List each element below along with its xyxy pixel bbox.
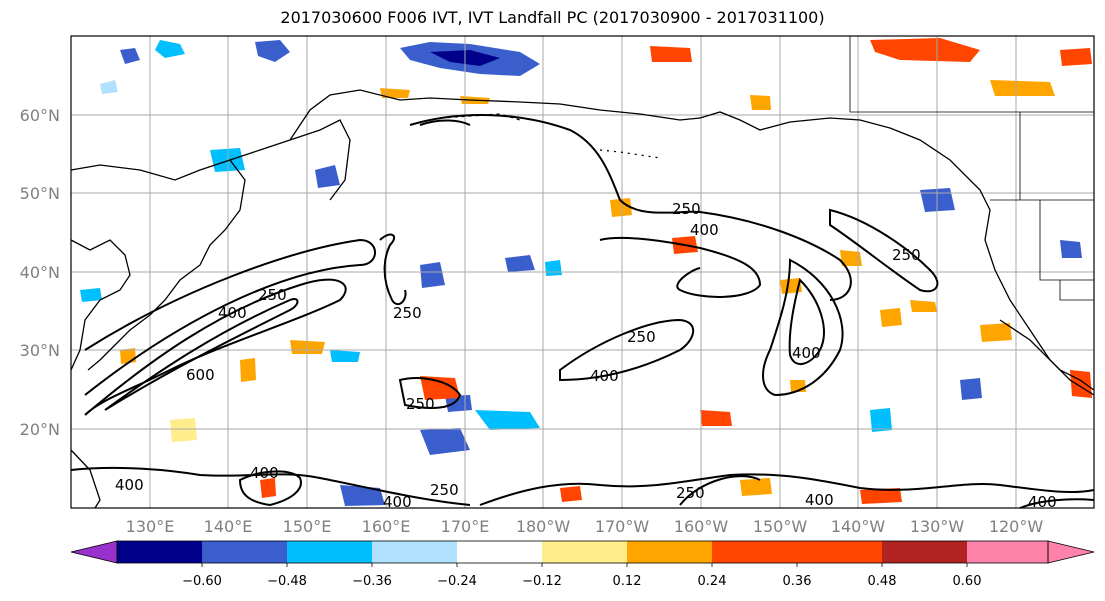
colorbar-segment xyxy=(202,541,288,563)
contour-label: 250 xyxy=(406,395,435,413)
colorbar-segment xyxy=(712,541,798,563)
lon-label: 170°W xyxy=(595,517,650,536)
contour-label: 250 xyxy=(892,246,921,264)
colorbar-tick-label: 0.12 xyxy=(613,574,642,589)
contour-label: 400 xyxy=(1028,493,1057,511)
contour-label: 400 xyxy=(805,491,834,509)
contour-label: 400 xyxy=(690,221,719,239)
contour-label: 250 xyxy=(393,304,422,322)
colorbar-tick-label: −0.12 xyxy=(522,574,562,589)
colorbar-tick-label: 0.48 xyxy=(868,574,897,589)
lat-label: 40°N xyxy=(20,263,60,282)
contour-label: 250 xyxy=(676,484,705,502)
contour-label: 400 xyxy=(590,367,619,385)
contour-label: 400 xyxy=(218,304,247,322)
contour-label: 600 xyxy=(186,366,215,384)
ivt-contours xyxy=(70,113,1095,509)
colorbar-segment xyxy=(117,541,203,563)
colorbar-segment xyxy=(372,541,458,563)
lat-label: 20°N xyxy=(20,420,60,439)
contour-label: 400 xyxy=(383,493,412,511)
colorbar-segment xyxy=(967,541,1048,563)
colorbar-tick-label: 0.36 xyxy=(783,574,812,589)
lon-label: 150°W xyxy=(753,517,808,536)
map-frame xyxy=(70,35,1095,509)
graticule xyxy=(71,36,1094,508)
colorbar: −0.60 −0.48 −0.36 −0.24 −0.12 0.12 0.24 … xyxy=(70,540,1095,589)
lon-label: 160°E xyxy=(362,517,411,536)
contour-label: 250 xyxy=(430,481,459,499)
lon-axis: 130°E 140°E 150°E 160°E 170°E 180°W 170°… xyxy=(126,517,1044,536)
colorbar-segment xyxy=(287,541,373,563)
colorbar-segment xyxy=(542,541,628,563)
colorbar-max-extension xyxy=(1047,540,1095,564)
colorbar-tick-label: −0.60 xyxy=(182,574,222,589)
contour-label: 250 xyxy=(258,286,287,304)
borders xyxy=(849,36,1094,301)
lon-label: 170°E xyxy=(441,517,490,536)
contour-label: 250 xyxy=(627,328,656,346)
colorbar-segment xyxy=(627,541,713,563)
lat-axis: 60°N 50°N 40°N 30°N 20°N xyxy=(20,106,60,439)
lon-label: 130°W xyxy=(910,517,965,536)
lon-label: 120°W xyxy=(989,517,1044,536)
colorbar-tick-label: 0.24 xyxy=(698,574,727,589)
colorbar-min-extension xyxy=(70,540,118,564)
map-title: 2017030600 F006 IVT, IVT Landfall PC (20… xyxy=(280,8,825,27)
lon-label: 150°E xyxy=(283,517,332,536)
lon-label: 140°E xyxy=(204,517,253,536)
contour-label: 250 xyxy=(672,200,701,218)
contour-label: 400 xyxy=(250,464,279,482)
lon-label: 140°W xyxy=(831,517,886,536)
lon-label: 130°E xyxy=(126,517,175,536)
colorbar-segment xyxy=(797,541,883,563)
lat-label: 50°N xyxy=(20,184,60,203)
colorbar-tick-label: −0.36 xyxy=(352,574,392,589)
colorbar-tick-label: −0.24 xyxy=(437,574,477,589)
lat-label: 60°N xyxy=(20,106,60,125)
contour-label: 400 xyxy=(792,344,821,362)
pc-shading xyxy=(80,38,1092,506)
lat-label: 30°N xyxy=(20,341,60,360)
contour-label: 400 xyxy=(115,476,144,494)
colorbar-segment xyxy=(882,541,968,563)
lon-label: 180°W xyxy=(516,517,571,536)
colorbar-tick-label: 0.60 xyxy=(953,574,982,589)
lon-label: 160°W xyxy=(674,517,729,536)
colorbar-tick-label: −0.48 xyxy=(267,574,307,589)
colorbar-segment xyxy=(457,541,543,563)
contour-label-group: 250 400 600 250 250 400 250 400 250 400 … xyxy=(115,200,1057,511)
